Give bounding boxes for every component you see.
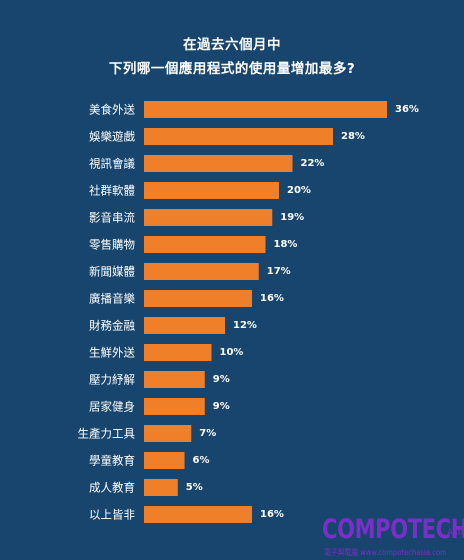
bar [144,236,266,253]
value-label: 16% [260,293,284,304]
value-label: 6% [193,455,210,466]
bar [144,371,205,388]
value-label: 28% [341,131,365,142]
value-label: 22% [301,158,325,169]
category-label: 影音串流 [89,211,135,225]
category-label: 社群軟體 [89,184,135,198]
value-label: 9% [213,374,230,385]
category-label: 視訊會議 [89,157,135,171]
chart-title-line-1: 在過去六個月中 [183,37,281,53]
bar [144,452,185,469]
category-label: 財務金融 [89,319,135,333]
category-label: 新聞媒體 [89,265,135,279]
category-label: 以上皆非 [89,508,135,522]
value-label: 9% [213,401,230,412]
value-label: 18% [274,239,298,250]
compotech-logo: COMPOTECH Asia 電子與電腦 www.compotechasia.c… [322,514,464,560]
bar [144,425,192,442]
bar [144,263,259,280]
category-label: 學童教育 [89,454,135,468]
category-label: 娛樂遊戲 [89,130,135,144]
logo-tagline: 電子與電腦 www.compotechasia.com [324,548,447,557]
category-label: 居家健身 [89,400,135,414]
bar [144,479,178,496]
bar [144,209,273,226]
value-label: 36% [395,104,419,115]
category-label: 零售購物 [89,238,135,252]
value-label: 5% [186,482,203,493]
logo-wordmark: COMPOTECH [322,514,464,545]
category-label: 廣播音樂 [89,292,135,306]
bar [144,317,225,334]
value-label: 7% [199,428,216,439]
category-label: 壓力紓解 [89,373,135,387]
value-label: 20% [287,185,311,196]
bar [144,182,279,199]
bar [144,128,333,145]
bar [144,290,252,307]
logo-suffix: Asia [447,528,464,538]
value-label: 10% [220,347,244,358]
value-label: 17% [267,266,291,277]
value-label: 19% [280,212,304,223]
bar [144,398,205,415]
category-label: 成人教育 [89,481,135,495]
bar [144,155,293,172]
value-label: 16% [260,509,284,520]
category-label: 美食外送 [89,103,135,117]
bar [144,506,252,523]
chart-title-line-2: 下列哪一個應用程式的使用量增加最多? [108,61,356,77]
value-label: 12% [233,320,257,331]
category-label: 生產力工具 [78,427,136,441]
category-label: 生鮮外送 [89,346,135,360]
bar [144,344,212,361]
bar [144,101,387,118]
